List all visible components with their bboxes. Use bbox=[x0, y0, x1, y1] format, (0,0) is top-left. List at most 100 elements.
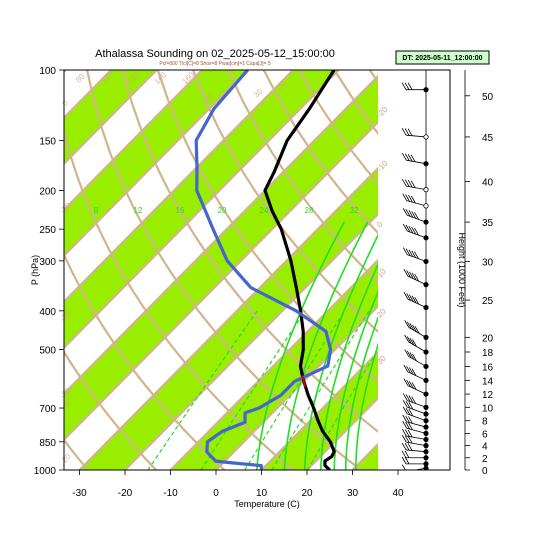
isotherm-label: 0 bbox=[375, 220, 385, 230]
isotherm-line bbox=[306, 323, 450, 470]
wind-station-dot bbox=[423, 134, 429, 140]
x-tick-label: 10 bbox=[256, 488, 268, 499]
adiabat-label: 0 bbox=[61, 398, 71, 408]
mixing-ratio-label: 24 bbox=[260, 206, 269, 215]
wind-station-dot bbox=[423, 411, 429, 417]
isotherm-line bbox=[64, 70, 294, 304]
isotherm-line bbox=[0, 70, 20, 470]
isotherm-line bbox=[260, 277, 450, 470]
height-tick-label: 14 bbox=[482, 376, 494, 387]
wind-station-dot bbox=[423, 87, 429, 93]
x-tick-label: 40 bbox=[392, 488, 404, 499]
wind-station-dot bbox=[423, 449, 429, 455]
wind-barb bbox=[403, 291, 429, 311]
mixing-ratio-label: 12 bbox=[134, 206, 143, 215]
wind-barb bbox=[403, 268, 429, 288]
height-tick-label: 6 bbox=[482, 429, 488, 440]
mixing-ratio-label: 16 bbox=[176, 206, 185, 215]
wind-barb bbox=[401, 428, 429, 443]
wind-barb bbox=[402, 247, 429, 265]
wind-barb bbox=[402, 421, 429, 436]
mixing-ratio-dashed bbox=[307, 310, 402, 470]
dry-adiabat-line bbox=[86, 70, 362, 470]
height-tick-label: 50 bbox=[482, 92, 494, 103]
x-tick-label: 0 bbox=[213, 488, 219, 499]
moist-line bbox=[320, 221, 400, 470]
height-tick-label: 45 bbox=[482, 133, 494, 144]
mixing-ratio-label: 20 bbox=[218, 206, 227, 215]
height-tick-label: 20 bbox=[482, 333, 494, 344]
dt-box: DT: 2025-05-11_12:00:00 bbox=[395, 50, 490, 65]
isotherm-line bbox=[64, 70, 249, 258]
wind-station-dot bbox=[423, 391, 429, 397]
moist-line bbox=[256, 221, 345, 470]
wind-barb bbox=[402, 193, 429, 209]
dewpoint-line bbox=[194, 70, 333, 470]
height-axis: 024 68 10 12 14 16 18 20 25 30 35 40 45 50 bbox=[464, 70, 494, 477]
temperature-line bbox=[263, 70, 336, 470]
x-tick-label: 30 bbox=[347, 488, 359, 499]
wind-station-dot bbox=[423, 404, 429, 410]
wind-station-dot bbox=[423, 443, 429, 449]
mixing-ratio-dashed bbox=[147, 310, 258, 470]
x-tick-label: -20 bbox=[118, 488, 133, 499]
wind-barb bbox=[401, 127, 429, 140]
wind-barb bbox=[401, 442, 429, 455]
wind-barb bbox=[401, 82, 429, 93]
height-tick-label: 16 bbox=[482, 362, 494, 373]
wind-station-dot bbox=[423, 203, 429, 209]
wind-barb bbox=[403, 378, 429, 397]
wind-station-dot bbox=[423, 349, 429, 355]
wind-barb bbox=[401, 456, 429, 467]
isotherm-line bbox=[124, 139, 450, 470]
isotherm-line bbox=[64, 70, 385, 396]
wind-station-dot bbox=[423, 363, 429, 370]
wind-station-dot bbox=[423, 334, 429, 340]
wind-barb bbox=[402, 399, 429, 417]
chart-title: Athalassa Sounding on 02_2025-05-12_15:0… bbox=[95, 48, 335, 60]
y-tick-label: 200 bbox=[39, 186, 56, 197]
wind-barb bbox=[401, 178, 429, 193]
plot-area bbox=[0, 70, 540, 470]
wind-barb bbox=[402, 223, 429, 241]
y-tick-label: 300 bbox=[39, 257, 56, 268]
wind-station-dot bbox=[423, 436, 429, 443]
x-axis: -30 -20 -10 0 10 20 30 40 bbox=[72, 470, 404, 499]
adiabat-label: 30 bbox=[252, 87, 265, 100]
y-tick-label: 400 bbox=[39, 307, 56, 318]
wind-station-dot bbox=[423, 377, 429, 383]
wind-station-dot bbox=[423, 418, 429, 424]
height-tick-label: 0 bbox=[482, 466, 488, 477]
height-tick-label: 25 bbox=[482, 296, 494, 307]
dry-adiabat-line bbox=[262, 70, 450, 303]
dry-adiabat-line bbox=[156, 70, 450, 439]
y-axis: 100 150 200 250 300 400 500 700 850 1000 bbox=[34, 66, 64, 477]
x-tick-label: -30 bbox=[72, 488, 87, 499]
wind-station-dot bbox=[423, 282, 429, 288]
wind-station-dot bbox=[423, 461, 429, 467]
dry-adiabat-line bbox=[64, 252, 226, 470]
wind-barb bbox=[401, 450, 429, 461]
wind-station-dot bbox=[423, 161, 429, 167]
height-tick-label: 30 bbox=[482, 257, 494, 268]
height-tick-label: 18 bbox=[482, 348, 494, 359]
isotherm-line bbox=[169, 185, 450, 470]
y-tick-label: 500 bbox=[39, 346, 56, 357]
dry-adiabat-line bbox=[64, 438, 89, 470]
wind-panel-mask bbox=[378, 70, 450, 470]
sounding-series bbox=[194, 70, 336, 470]
mixing-ratio-dashed bbox=[244, 310, 346, 470]
dry-adiabat-line bbox=[64, 349, 157, 470]
wind-barb bbox=[403, 364, 429, 383]
wind-station-dot bbox=[423, 304, 429, 311]
chart-subtitle: Pcl=800 Tlcl[C]=8 Shox=8 Pwat[cm]=1 Capa… bbox=[159, 61, 270, 67]
height-tick-label: 12 bbox=[482, 390, 494, 401]
adiabat-label: 0 bbox=[60, 98, 70, 108]
wind-barb bbox=[401, 153, 429, 167]
isotherm-line bbox=[489, 70, 540, 470]
wind-station-dot bbox=[423, 219, 429, 225]
y-tick-label: 100 bbox=[39, 66, 56, 77]
dry-adiabat-line bbox=[0, 70, 20, 470]
mixing-ratio-label: 8 bbox=[94, 206, 99, 215]
isotherm-line bbox=[64, 70, 203, 212]
